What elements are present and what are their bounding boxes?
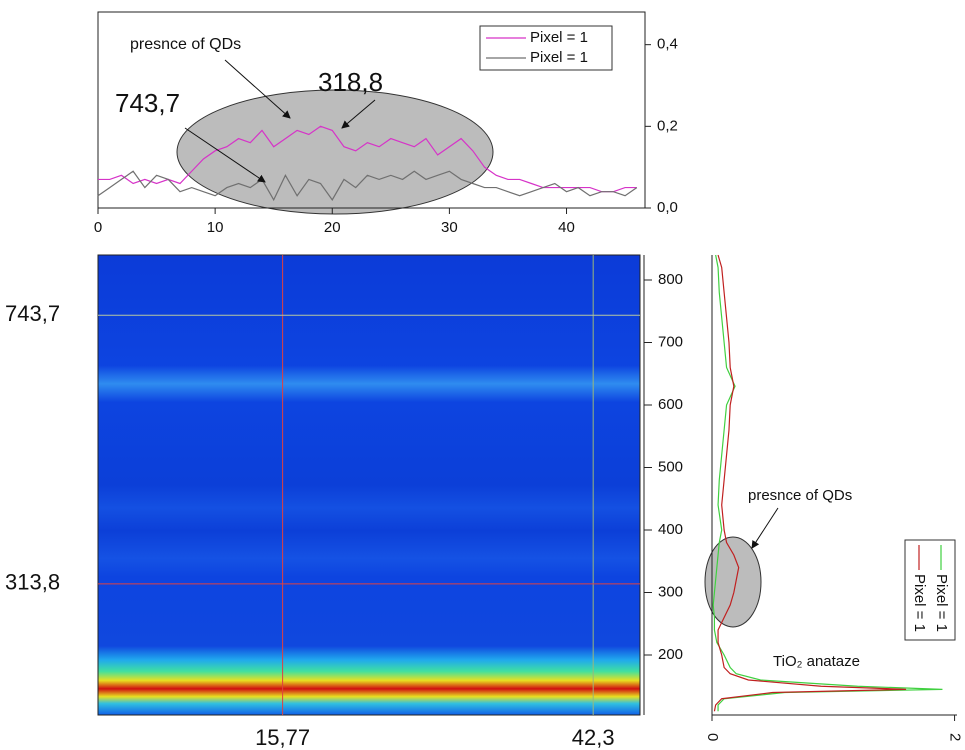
legend-box — [904, 539, 956, 641]
highlight-ellipse — [704, 536, 762, 628]
y-tick-label: 300 — [658, 583, 683, 600]
heatmap-frame — [97, 254, 641, 716]
axes — [711, 255, 957, 716]
marker-label: 42,3 — [572, 725, 615, 750]
x-tick-label: 30 — [441, 219, 458, 236]
y-tick-label: 0,4 — [657, 36, 678, 53]
y-tick-label: 0,2 — [657, 117, 678, 134]
y-tick-label: 0,0 — [657, 199, 678, 216]
legend-label: Pixel = 1 — [530, 49, 588, 66]
annotation: presnce of QDs — [130, 36, 241, 53]
legend-label: Pixel = 1 — [530, 29, 588, 46]
arrow — [341, 99, 376, 129]
annotation: 743,7 — [115, 88, 180, 118]
annotation: 318,8 — [318, 67, 383, 97]
arrow — [751, 507, 779, 549]
legend-label: Pixel = 1 — [933, 574, 950, 632]
x-tick-label: 40 — [558, 219, 575, 236]
series-line — [98, 125, 637, 193]
annotation: TiO₂ anataze — [773, 653, 860, 670]
plot-frame — [97, 11, 646, 209]
marker-label: 15,77 — [255, 725, 310, 750]
heatmap — [98, 255, 640, 715]
x-tick-label: 20 — [324, 219, 341, 236]
annotation: presnce of QDs — [748, 487, 852, 504]
series-line — [713, 254, 907, 712]
y-tick-label: 200 — [658, 646, 683, 663]
x-tick-label: 10 — [207, 219, 224, 236]
legend-box — [479, 25, 613, 71]
legend-label: Pixel = 1 — [911, 574, 928, 632]
x-tick-label: 2 — [947, 733, 964, 741]
arrow — [184, 127, 266, 183]
series-line — [97, 170, 638, 202]
y-tick-label: 700 — [658, 333, 683, 350]
marker-label: 743,7 — [5, 301, 60, 326]
y-tick-label: 800 — [658, 271, 683, 288]
marker-label: 313,8 — [5, 570, 60, 595]
x-tick-label: 0 — [94, 219, 102, 236]
series-line — [712, 254, 943, 712]
arrow — [224, 59, 291, 119]
x-tick-label: 0 — [704, 733, 721, 741]
legend: Pixel = 1 Pixel = 1 — [904, 539, 956, 641]
y-tick-label: 500 — [658, 458, 683, 475]
y-tick-label: 400 — [658, 521, 683, 538]
y-tick-label: 600 — [658, 396, 683, 413]
